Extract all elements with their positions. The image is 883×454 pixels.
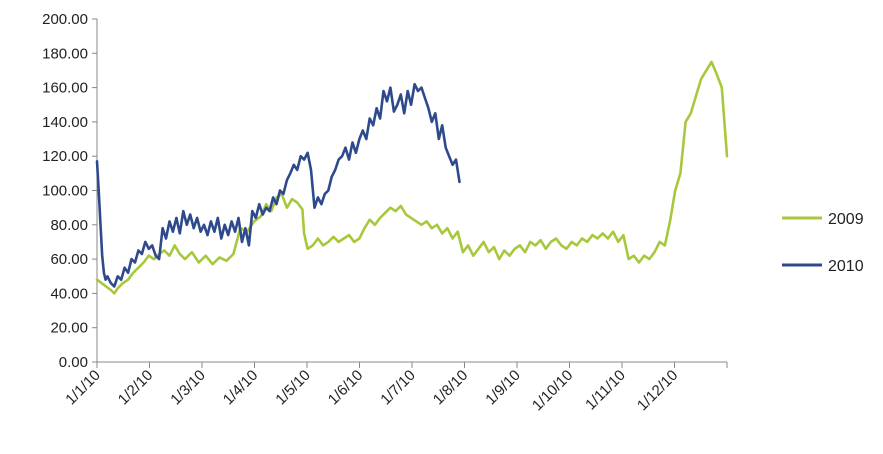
y-tick-label: 40.00: [50, 285, 88, 302]
y-tick-label: 180.00: [42, 45, 88, 62]
x-tick-label: 1/12/10: [634, 367, 681, 414]
x-axis: 1/1/10 1/2/10 1/3/10 1/4/10 1/5/10 1/6/10 1/7/…: [62, 361, 728, 414]
x-tick-label: 1/6/10: [325, 367, 367, 409]
y-tick-label: 60.00: [50, 251, 88, 268]
legend-label-2009: 2009: [828, 211, 864, 228]
y-tick-label: 0.00: [59, 354, 88, 371]
y-axis: 0.00 20.00 40.00 60.00 80.00 100.00 120.00 140.…: [42, 11, 98, 371]
x-tick-label: 1/7/10: [377, 367, 419, 409]
x-tick-label: 1/2/10: [115, 367, 157, 409]
y-tick-label: 200.00: [42, 11, 88, 28]
legend-label-2010: 2010: [828, 258, 864, 275]
x-tick-label: 1/10/10: [529, 367, 576, 414]
series-layer: [95, 60, 729, 295]
y-tick-label: 140.00: [42, 114, 88, 131]
x-tick-label: 1/8/10: [430, 367, 472, 409]
y-tick-label: 120.00: [42, 148, 88, 165]
x-tick-label: 1/4/10: [220, 367, 262, 409]
series-line-2009: [95, 60, 729, 295]
x-tick-label: 1/5/10: [272, 367, 314, 409]
y-tick-label: 160.00: [42, 80, 88, 97]
x-tick-label: 1/11/10: [582, 367, 629, 414]
x-tick-label: 1/1/10: [62, 367, 104, 409]
x-tick-label: 1/3/10: [167, 367, 209, 409]
y-tick-label: 80.00: [50, 217, 88, 234]
series-line-2010: [95, 82, 461, 288]
y-tick-label: 20.00: [50, 320, 88, 337]
y-tick-label: 100.00: [42, 183, 88, 200]
legend: 2009 2010: [782, 211, 864, 275]
x-tick-label: 1/9/10: [482, 367, 524, 409]
